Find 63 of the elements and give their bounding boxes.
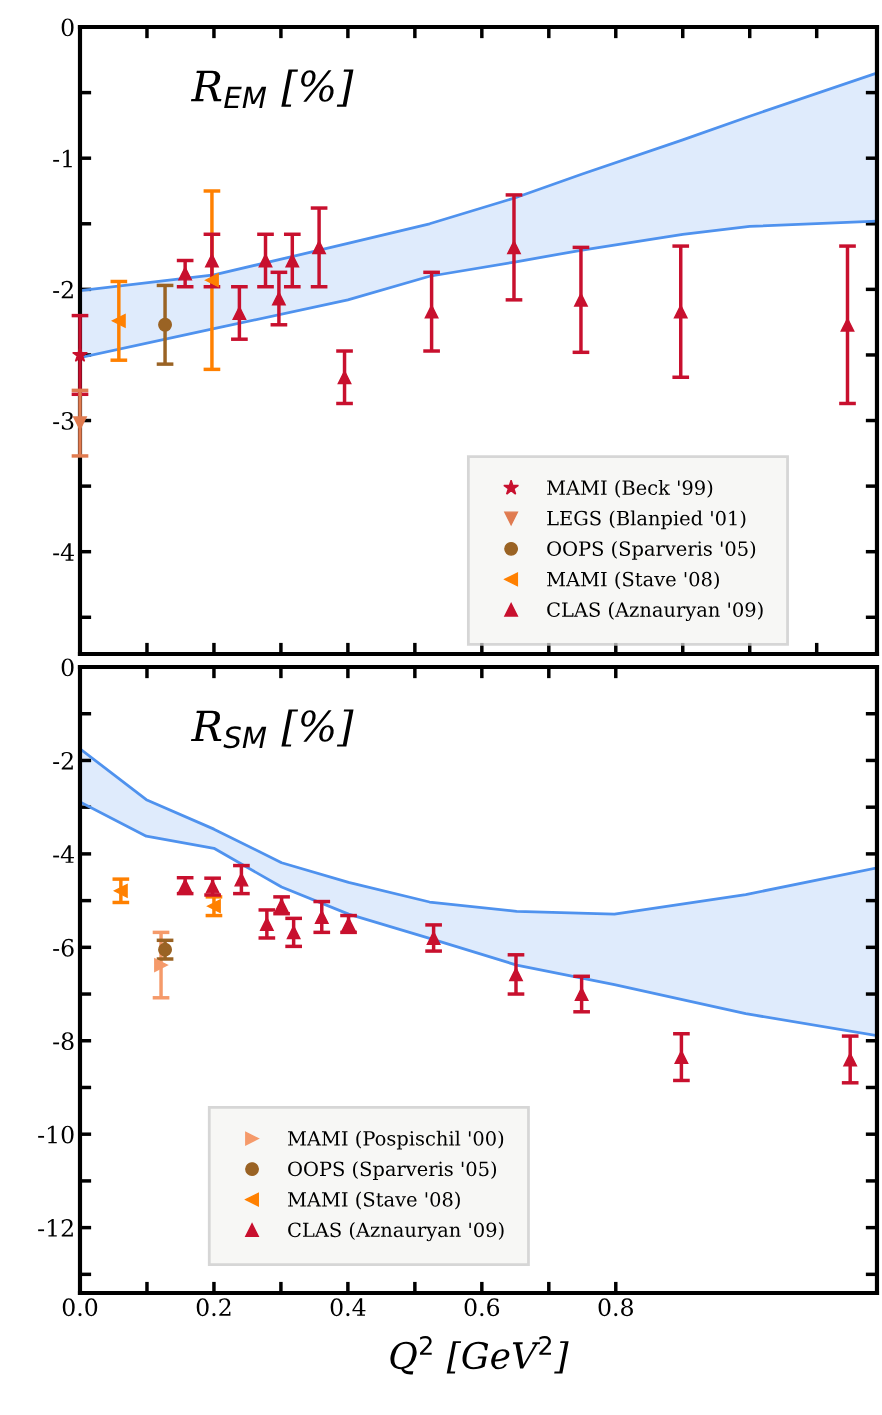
point: [72, 346, 88, 362]
y-tick-label: -4: [53, 845, 74, 863]
point: [574, 987, 589, 1001]
text: R$_{EM}$ [%]: [190, 69, 354, 109]
point: [314, 910, 329, 924]
legend-label: CLAS (Aznauryan '09): [288, 1222, 504, 1242]
legend-label: MAMI (Pospischil '00): [288, 1130, 504, 1150]
line-series: [80, 747, 877, 916]
point: [509, 967, 523, 982]
y-tick-label: 0: [61, 18, 74, 37]
x-axis-title: Q$^{2}$ [GeV$^{2}$]: [390, 1336, 569, 1375]
y-tick-label: -2: [53, 751, 73, 770]
point: [73, 416, 87, 431]
x-tick-label: 0.6: [464, 1298, 500, 1317]
x-tick-label: 0.8: [598, 1298, 633, 1317]
text: R$_{SM}$ [%]: [190, 709, 354, 749]
point: [337, 370, 352, 385]
point: [507, 240, 521, 255]
legend-label: OOPS (Sparveris '05): [547, 540, 756, 560]
y-tick-label: -2: [53, 280, 73, 299]
point: [234, 872, 249, 887]
point: [158, 942, 172, 957]
point: [271, 291, 286, 306]
y-tick-label: 0: [61, 658, 74, 677]
y-tick-label: -3: [53, 411, 74, 430]
legend-label: OOPS (Sparveris '05): [288, 1161, 497, 1180]
point: [204, 273, 219, 288]
line-series: [80, 71, 877, 293]
y-tick-label: -10: [38, 1125, 74, 1144]
y-tick-label: -8: [53, 1032, 74, 1051]
y-tick-label: -4: [53, 543, 74, 561]
point: [285, 253, 300, 268]
point: [206, 899, 221, 914]
point: [154, 958, 168, 973]
legend-label: MAMI (Beck '99): [547, 479, 713, 498]
legend-label: LEGS (Blanpied '01): [547, 510, 746, 530]
y-tick-label: -6: [53, 938, 74, 957]
point: [426, 931, 441, 945]
point: [204, 253, 219, 268]
point: [178, 266, 193, 281]
point: [341, 917, 356, 931]
line-series: [80, 800, 877, 1038]
point: [113, 883, 128, 898]
point: [158, 317, 172, 332]
point: [111, 313, 126, 328]
point: [574, 292, 588, 307]
point: [843, 1052, 858, 1067]
point: [259, 917, 274, 931]
point: [673, 304, 688, 319]
x-tick-label: 0.0: [62, 1298, 98, 1317]
x-tick-label: 0.2: [196, 1298, 231, 1317]
y-tick-label: -12: [38, 1219, 73, 1237]
y-tick-label: -1: [53, 149, 72, 168]
legend-label: MAMI (Stave '08): [547, 571, 719, 590]
point: [232, 306, 247, 320]
point: [674, 1050, 689, 1065]
legend-label: CLAS (Aznauryan '09): [547, 601, 763, 621]
legend-label: MAMI (Stave '08): [288, 1191, 460, 1210]
point: [286, 925, 301, 940]
point: [205, 879, 220, 894]
x-tick-label: 0.4: [330, 1298, 366, 1317]
point: [312, 240, 327, 255]
point: [424, 304, 439, 319]
